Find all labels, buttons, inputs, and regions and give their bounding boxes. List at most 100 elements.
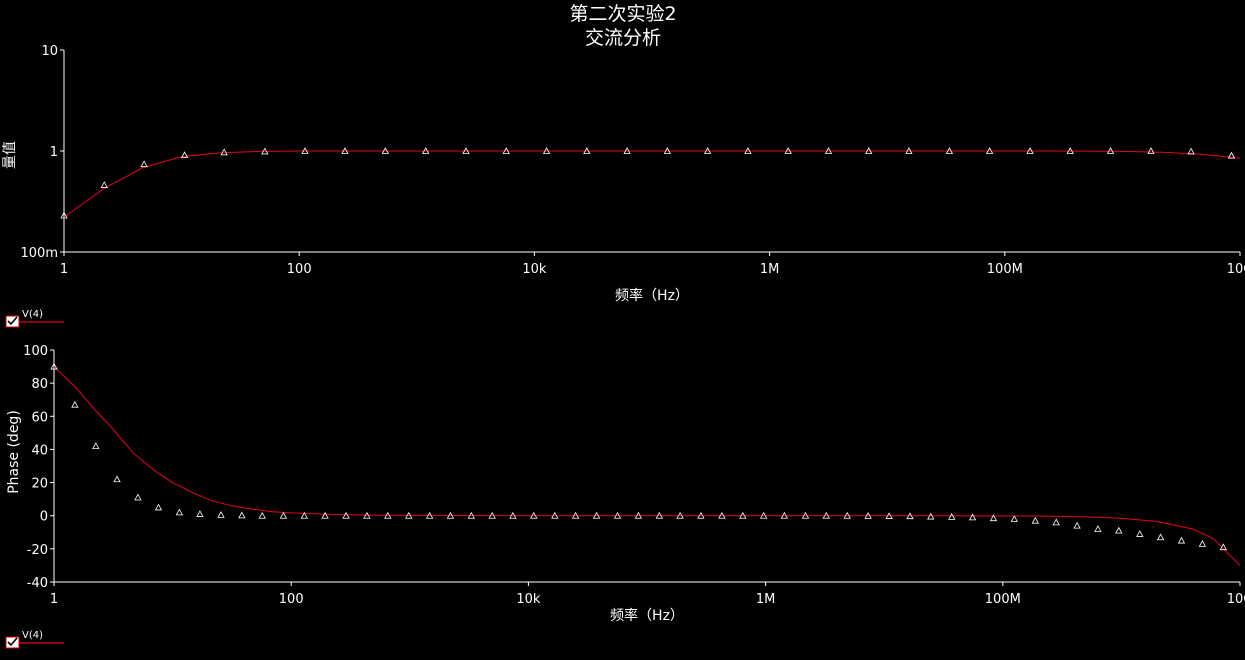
magnitude-data-point-marker xyxy=(1147,147,1155,154)
magnitude-data-point-marker xyxy=(865,147,873,154)
phase-data-point-marker xyxy=(1136,530,1144,537)
phase-data-point-marker xyxy=(258,511,266,519)
phase-data-point-marker xyxy=(968,513,977,521)
phase-data-point-marker xyxy=(92,442,100,450)
magnitude-x-tick-label: 100M xyxy=(987,262,1023,277)
magnitude-data-point-marker xyxy=(1227,151,1236,159)
phase-data-point-marker xyxy=(196,510,204,517)
checkmark-icon xyxy=(7,316,18,326)
phase-x-tick-label: 1 xyxy=(50,592,58,607)
phase-data-point-marker xyxy=(676,511,684,519)
magnitude-legend: V(4) xyxy=(5,309,64,328)
magnitude-data-point-marker xyxy=(1106,147,1115,154)
magnitude-data-point-marker xyxy=(623,147,631,154)
phase-data-point-marker xyxy=(989,514,998,522)
magnitude-data-point-marker xyxy=(422,147,430,154)
magnitude-y-tick-label: 10 xyxy=(41,44,58,59)
magnitude-x-tick-label: 1 xyxy=(60,262,68,277)
magnitude-y-tick-label: 100m xyxy=(21,246,58,261)
magnitude-data-point-marker xyxy=(301,147,309,154)
phase-y-tick-label: 100 xyxy=(23,344,48,359)
phase-data-point-marker xyxy=(843,511,851,519)
phase-data-point-marker xyxy=(906,512,914,520)
magnitude-x-tick-label: 100 xyxy=(287,262,312,277)
magnitude-data-point-marker xyxy=(703,147,712,154)
phase-data-point-marker xyxy=(300,511,308,519)
phase-data-point-marker xyxy=(551,511,559,519)
phase-data-point-marker xyxy=(1031,516,1039,524)
phase-data-point-marker xyxy=(885,512,893,519)
phase-data-point-marker xyxy=(1094,525,1102,532)
phase-data-point-marker xyxy=(739,511,747,519)
phase-data-point-marker xyxy=(238,511,246,519)
phase-data-point-marker xyxy=(655,511,663,519)
phase-data-point-marker xyxy=(1010,515,1018,522)
phase-data-point-marker xyxy=(113,475,121,483)
phase-data-point-marker xyxy=(175,508,184,516)
phase-data-point-marker xyxy=(864,512,872,519)
magnitude-data-point-marker xyxy=(542,147,551,154)
magnitude-data-point-marker xyxy=(1026,147,1034,154)
phase-data-point-marker xyxy=(384,511,392,519)
magnitude-data-point-marker xyxy=(180,151,189,159)
magnitude-data-point-marker xyxy=(583,147,591,154)
magnitude-data-point-marker xyxy=(1066,147,1074,154)
magnitude-data-point-marker xyxy=(663,147,672,154)
phase-data-point-marker xyxy=(592,511,601,519)
phase-x-tick-label: 10G xyxy=(1227,592,1245,607)
phase-data-point-marker xyxy=(1073,521,1081,529)
phase-data-point-marker xyxy=(801,511,810,519)
magnitude-data-point-marker xyxy=(341,147,349,154)
phase-x-tick-label: 1M xyxy=(756,592,776,607)
magnitude-data-point-marker xyxy=(905,147,913,154)
phase-data-point-marker xyxy=(154,503,163,511)
phase-y-tick-label: 60 xyxy=(31,410,48,425)
phase-data-point-marker xyxy=(571,511,580,519)
magnitude-x-tick-label: 1M xyxy=(760,262,780,277)
phase-data-point-marker xyxy=(509,511,517,519)
magnitude-series-line xyxy=(63,150,1241,218)
phase-data-point-marker xyxy=(405,511,413,519)
phase-data-point-marker xyxy=(363,511,371,519)
magnitude-data-point-marker xyxy=(744,147,752,154)
phase-data-point-marker xyxy=(425,511,434,519)
magnitude-data-point-marker xyxy=(140,160,148,168)
magnitude-data-point-marker xyxy=(824,147,833,154)
phase-data-point-marker xyxy=(948,513,956,520)
phase-data-point-marker xyxy=(467,511,475,519)
phase-y-tick-label: -20 xyxy=(27,543,48,558)
phase-data-point-marker xyxy=(927,512,935,520)
phase-data-point-marker xyxy=(780,511,789,519)
magnitude-data-point-marker xyxy=(261,147,269,155)
magnitude-data-point-marker xyxy=(381,147,390,154)
legend-series-name: V(4) xyxy=(22,630,43,641)
legend-series-name: V(4) xyxy=(22,309,43,320)
magnitude-data-point-marker xyxy=(945,147,954,154)
magnitude-data-point-marker xyxy=(220,148,228,156)
phase-x-tick-label: 100M xyxy=(985,592,1021,607)
phase-data-point-marker xyxy=(697,511,705,519)
phase-data-point-marker xyxy=(134,493,142,501)
phase-data-point-marker xyxy=(759,511,768,519)
phase-data-point-marker xyxy=(1219,543,1227,551)
chart-title: 第二次实验2 xyxy=(569,3,676,25)
phase-data-point-marker xyxy=(71,400,79,408)
phase-data-point-marker xyxy=(279,511,288,519)
phase-data-point-marker xyxy=(1156,533,1165,541)
magnitude-data-point-marker xyxy=(462,147,470,154)
phase-y-axis-label: Phase (deg) xyxy=(6,410,22,494)
phase-x-tick-label: 10k xyxy=(516,592,541,607)
magnitude-data-point-marker xyxy=(985,147,994,154)
phase-x-axis-label: 频率（Hz） xyxy=(610,607,684,624)
phase-series-line xyxy=(53,366,1241,566)
phase-data-point-marker xyxy=(634,511,643,519)
checkmark-icon xyxy=(7,637,18,647)
phase-data-point-marker xyxy=(1198,540,1207,547)
phase-data-point-marker xyxy=(321,511,329,519)
magnitude-data-point-marker xyxy=(60,211,68,219)
phase-data-point-marker xyxy=(1177,536,1186,544)
magnitude-data-point-marker xyxy=(1187,147,1195,155)
phase-data-point-marker xyxy=(1115,526,1123,534)
phase-data-point-marker xyxy=(50,362,58,370)
